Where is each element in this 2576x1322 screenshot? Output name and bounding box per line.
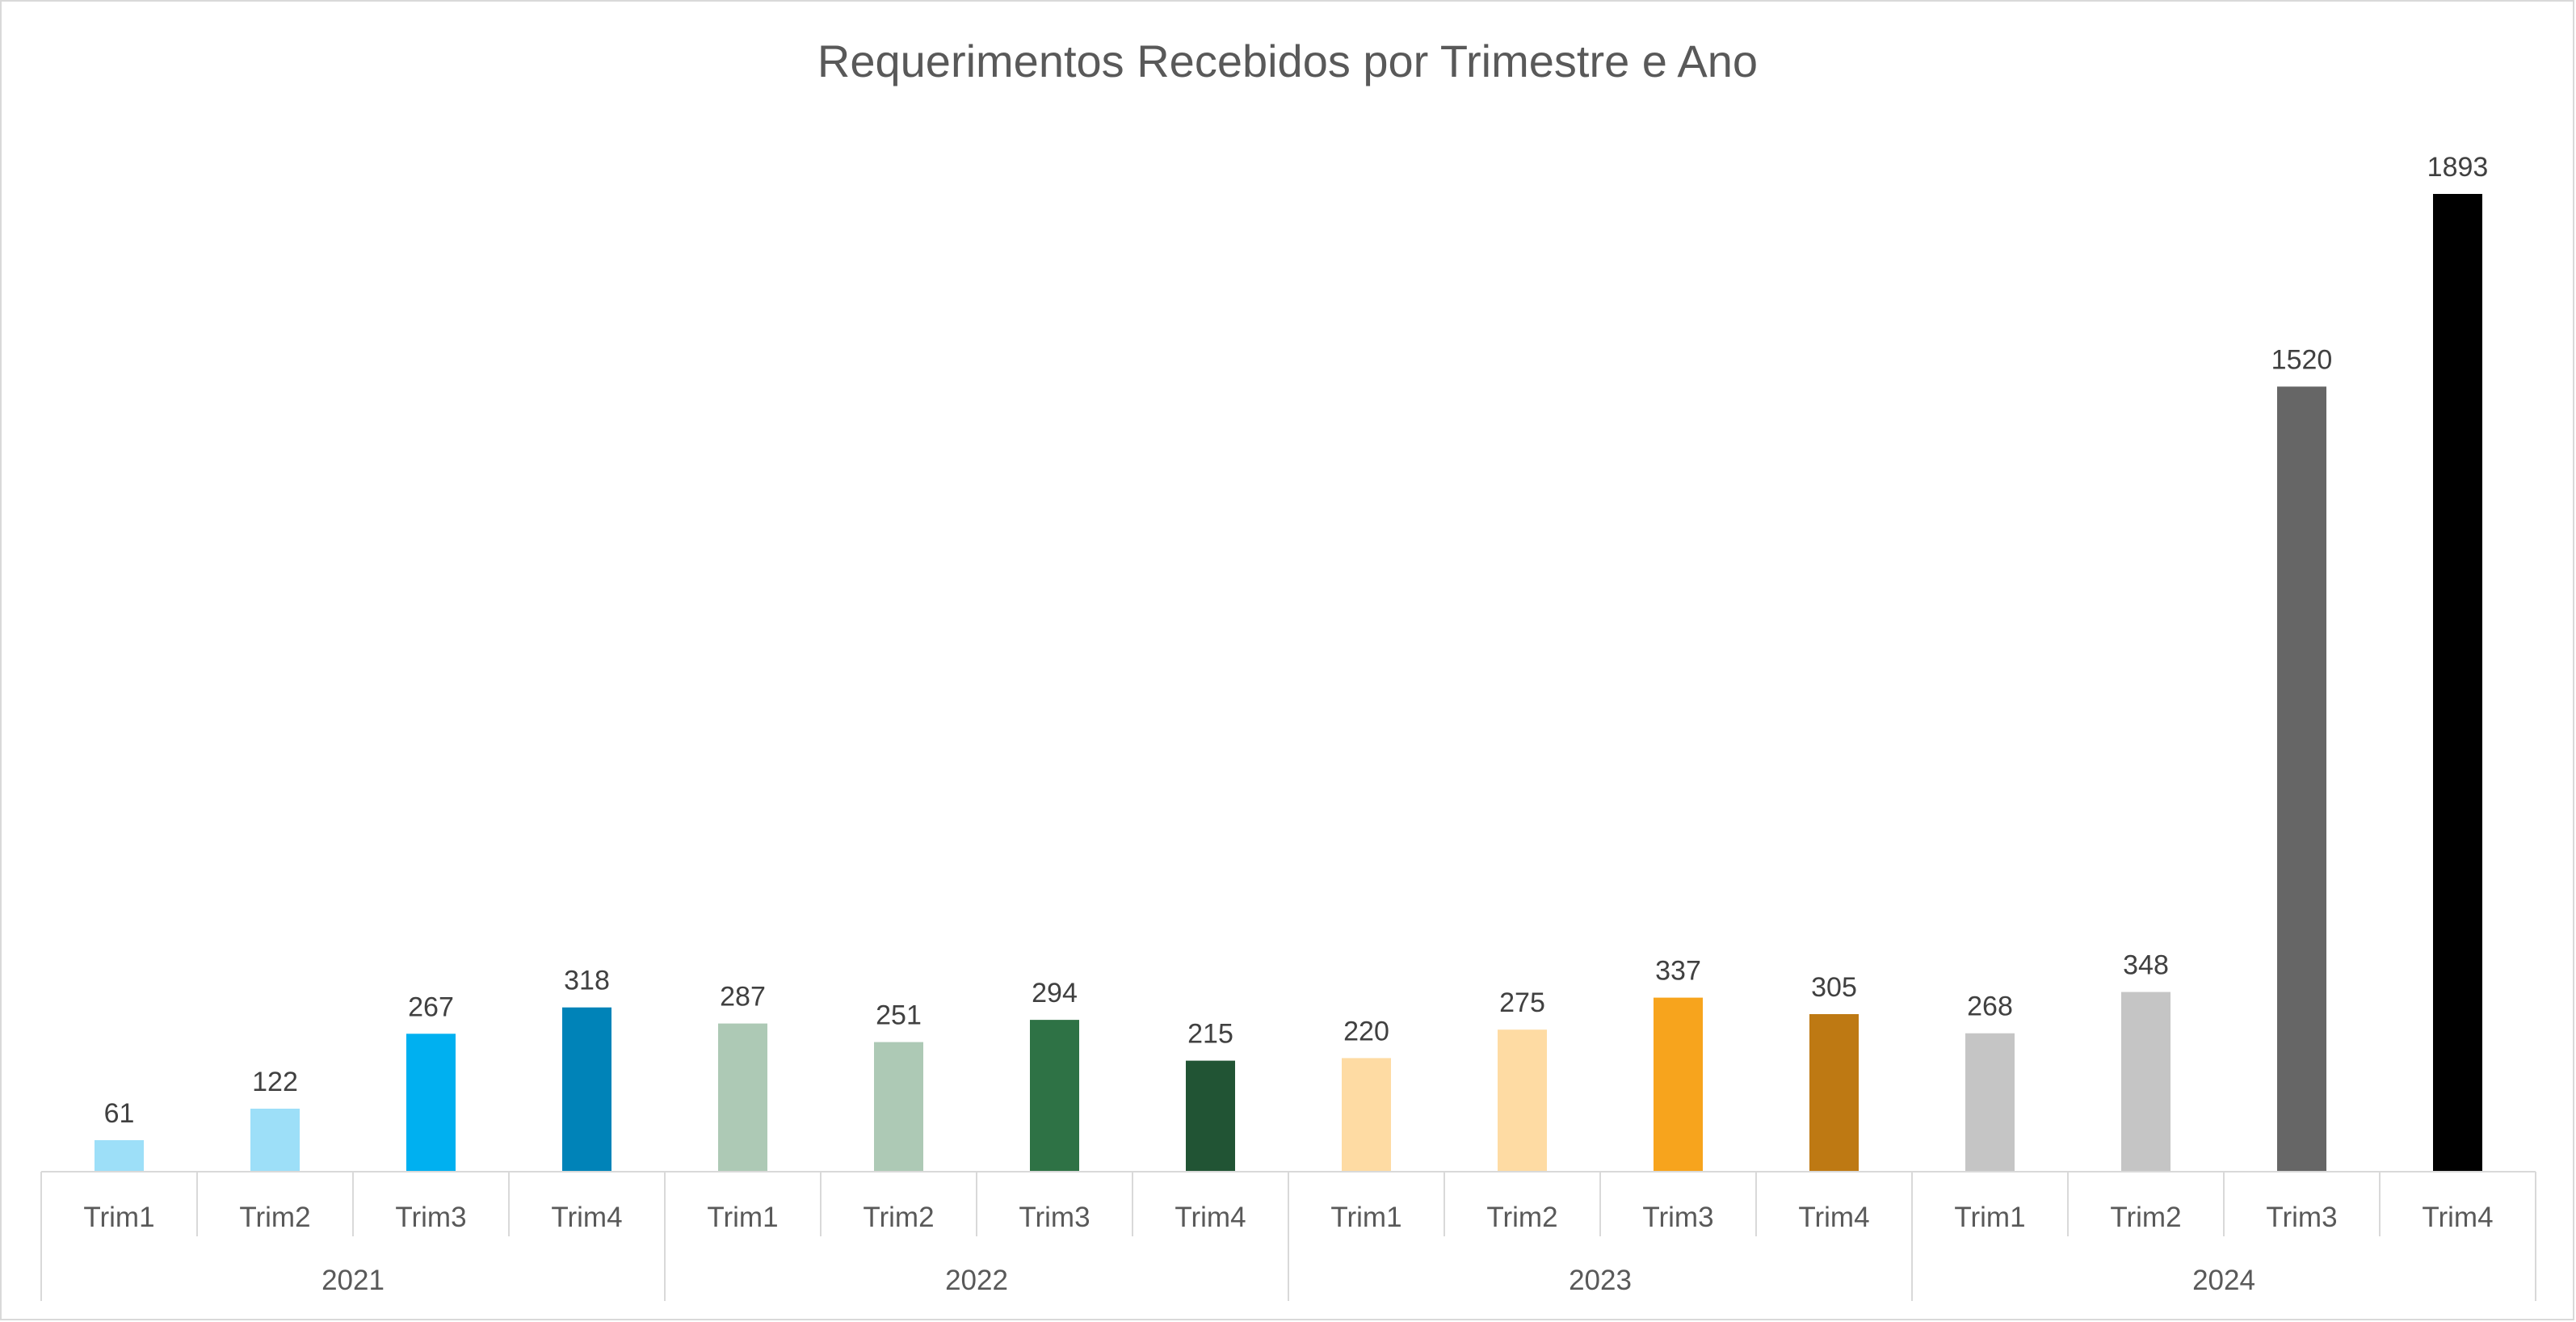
tick-label: Trim3 [395,1202,466,1233]
tick-label: Trim4 [551,1202,622,1233]
data-label: 337 [1655,956,1701,987]
data-label: 294 [1032,978,1078,1008]
data-label: 275 [1499,987,1545,1018]
bars-layer [95,194,2482,1172]
bar-2021-trim1 [95,1140,144,1172]
bar-2023-trim4 [1809,1014,1859,1172]
data-label: 348 [2123,950,2169,981]
bar-2023-trim1 [1342,1058,1391,1172]
bar-2024-trim4 [2433,194,2482,1172]
data-label: 122 [252,1067,298,1097]
tick-label: Trim2 [1486,1202,1557,1233]
group-label-2024: 2024 [2192,1265,2255,1296]
bar-2023-trim2 [1498,1029,1547,1172]
data-labels-layer: 61 122 267 318 287 251 294 215 220 275 337 305 268 34… [104,152,2489,1129]
category-axis: Trim1 Trim2 Trim3 Trim4 Trim1 Trim2 Trim3 Trim4… [40,1171,2536,1301]
tick-label: Trim2 [239,1202,310,1233]
data-label: 1520 [2271,344,2333,375]
data-label: 61 [104,1098,135,1129]
group-label-2022: 2022 [945,1265,1008,1296]
bar-2021-trim2 [250,1109,300,1172]
data-label: 251 [876,1000,922,1031]
data-label: 220 [1343,1016,1389,1046]
tick-label: Trim3 [1019,1202,1090,1233]
tick-label: Trim2 [2110,1202,2181,1233]
group-label-2021: 2021 [321,1265,385,1296]
tick-label: Trim4 [1175,1202,1246,1233]
tick-label: Trim1 [1330,1202,1401,1233]
tick-label: Trim2 [863,1202,934,1233]
data-label: 287 [720,982,766,1013]
tick-label: Trim1 [83,1202,154,1233]
tick-label: Trim1 [1954,1202,2025,1233]
bar-2021-trim3 [406,1034,456,1172]
tick-label: Trim4 [1798,1202,1869,1233]
bar-2022-trim3 [1030,1020,1079,1172]
bar-2022-trim1 [718,1023,767,1172]
chart-title: Requerimentos Recebidos por Trimestre e … [817,36,1758,86]
data-label: 318 [564,966,610,996]
tick-label: Trim4 [2422,1202,2493,1233]
tick-label: Trim3 [2266,1202,2337,1233]
tick-label: Trim3 [1642,1202,1713,1233]
bar-2024-trim3 [2277,386,2326,1172]
data-label: 268 [1967,992,2013,1022]
bar-2024-trim1 [1965,1033,2015,1172]
data-label: 215 [1187,1019,1233,1050]
bar-2022-trim2 [874,1042,923,1172]
bar-2021-trim4 [562,1007,611,1172]
data-label: 1893 [2427,152,2489,183]
bar-2022-trim4 [1186,1060,1235,1172]
bar-2023-trim3 [1654,997,1703,1172]
tick-label: Trim1 [707,1202,778,1233]
data-label: 267 [408,992,454,1022]
data-label: 305 [1811,972,1857,1003]
group-label-2023: 2023 [1569,1265,1632,1296]
bar-2024-trim2 [2121,992,2170,1172]
